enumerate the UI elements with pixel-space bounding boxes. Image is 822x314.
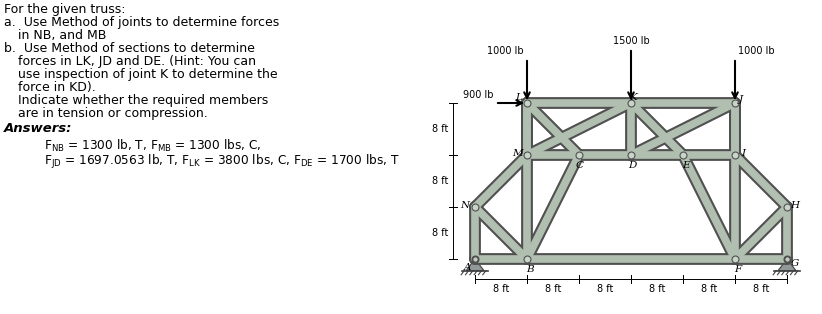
Text: 1500 lb: 1500 lb	[612, 36, 649, 46]
Text: I: I	[741, 149, 745, 158]
Text: 1000 lb: 1000 lb	[487, 46, 524, 56]
Text: E: E	[682, 160, 690, 170]
Text: 8 ft: 8 ft	[432, 228, 448, 238]
Text: 8 ft: 8 ft	[493, 284, 509, 294]
Text: 1000 lb: 1000 lb	[738, 46, 774, 56]
Text: For the given truss:: For the given truss:	[4, 3, 126, 16]
Text: F$_{\mathsf{JD}}$ = 1697.0563 lb, T, F$_{\mathsf{LK}}$ = 3800 lbs, C, F$_{\maths: F$_{\mathsf{JD}}$ = 1697.0563 lb, T, F$_…	[44, 153, 399, 171]
Text: J: J	[739, 95, 743, 104]
Text: forces in LK, JD and DE. (Hint: You can: forces in LK, JD and DE. (Hint: You can	[18, 55, 256, 68]
Text: 900 lb: 900 lb	[463, 90, 493, 100]
Text: 8 ft: 8 ft	[432, 176, 448, 186]
Text: N: N	[460, 201, 469, 209]
Text: 8 ft: 8 ft	[701, 284, 717, 294]
Text: 8 ft: 8 ft	[432, 124, 448, 134]
Text: G: G	[791, 258, 799, 268]
Text: 8 ft: 8 ft	[597, 284, 613, 294]
Text: H: H	[791, 201, 800, 209]
Text: 8 ft: 8 ft	[545, 284, 561, 294]
Polygon shape	[466, 259, 484, 271]
Text: K: K	[629, 93, 637, 101]
Text: are in tension or compression.: are in tension or compression.	[18, 107, 208, 120]
Text: A: A	[464, 263, 472, 273]
Text: Indicate whether the required members: Indicate whether the required members	[18, 94, 268, 107]
Text: B: B	[526, 264, 533, 273]
Text: F$_{\mathsf{NB}}$ = 1300 lb, T, F$_{\mathsf{MB}}$ = 1300 lbs, C,: F$_{\mathsf{NB}}$ = 1300 lb, T, F$_{\mat…	[44, 138, 261, 154]
Text: D: D	[628, 160, 636, 170]
Text: Answers:: Answers:	[4, 122, 72, 135]
Text: F: F	[734, 264, 741, 273]
Text: 8 ft: 8 ft	[649, 284, 665, 294]
Text: force in KD).: force in KD).	[18, 81, 95, 94]
Polygon shape	[778, 259, 796, 271]
Text: M: M	[511, 149, 522, 158]
Text: b.  Use Method of sections to determine: b. Use Method of sections to determine	[4, 42, 255, 55]
Text: a.  Use Method of joints to determine forces: a. Use Method of joints to determine for…	[4, 16, 279, 29]
Text: L: L	[515, 93, 523, 101]
Text: 8 ft: 8 ft	[753, 284, 769, 294]
Text: use inspection of joint K to determine the: use inspection of joint K to determine t…	[18, 68, 278, 81]
Text: C: C	[576, 160, 584, 170]
Text: in NB, and MB: in NB, and MB	[18, 29, 106, 42]
